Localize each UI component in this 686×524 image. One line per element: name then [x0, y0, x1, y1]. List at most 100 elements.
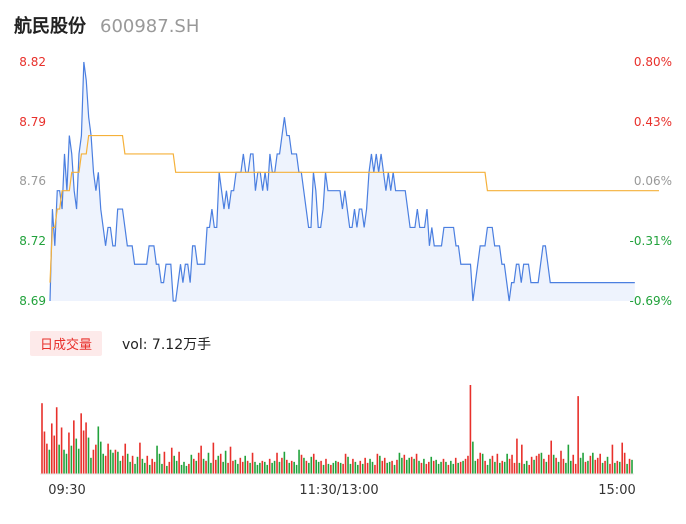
x-tick-label: 11:30/13:00	[299, 483, 378, 498]
volume-bar	[315, 459, 317, 474]
volume-bar	[219, 453, 222, 474]
volume-bar	[381, 460, 384, 474]
volume-bar	[472, 441, 474, 474]
volume-bar	[146, 455, 149, 474]
volume-bar	[263, 461, 266, 474]
volume-bar	[364, 457, 366, 474]
volume-bar	[523, 463, 526, 474]
header: 航民股份 600987.SH	[14, 12, 199, 40]
volume-bar	[611, 444, 614, 474]
volume-bar	[623, 452, 626, 474]
volume-bar	[121, 455, 124, 474]
volume-bar	[621, 442, 624, 474]
volume-bar	[401, 457, 403, 474]
daily-volume-tab[interactable]: 日成交量	[30, 331, 103, 356]
volume-bar	[557, 461, 560, 474]
volume-bar	[300, 454, 303, 474]
volume-bar	[178, 451, 180, 474]
volume-bar	[614, 462, 616, 475]
price-line	[49, 61, 635, 302]
volume-bar	[601, 462, 604, 475]
volume-bar	[249, 462, 251, 475]
volume-bar	[99, 441, 102, 474]
volume-bar	[511, 454, 513, 474]
volume-bar	[70, 445, 73, 474]
volume-bar	[454, 457, 457, 474]
volume-bar	[550, 440, 553, 475]
volume-bar	[579, 457, 582, 474]
volume-bar	[60, 427, 63, 474]
volume-bar	[119, 460, 122, 474]
volume-bar	[271, 462, 273, 475]
volume-bar	[202, 458, 205, 474]
volume-bar	[112, 452, 114, 474]
volume-bar	[320, 460, 322, 474]
volume-bar	[357, 464, 359, 474]
volume-bar	[141, 458, 144, 474]
volume-bar	[393, 464, 396, 474]
volume-bar	[195, 460, 198, 474]
volume-bar	[398, 452, 401, 474]
volume-bar	[170, 447, 173, 474]
volume-bar	[305, 460, 308, 474]
volume-bar	[388, 461, 391, 474]
volume-bar	[457, 462, 459, 475]
volume-bar	[200, 445, 202, 474]
volume-bar	[293, 461, 295, 474]
volume-bar	[46, 443, 48, 474]
pct-tick-label: 0.06%	[634, 174, 672, 188]
volume-bar	[251, 452, 254, 474]
volume-bar	[494, 461, 496, 474]
volume-bar	[528, 464, 530, 474]
volume-bar	[163, 451, 166, 474]
volume-bar	[403, 454, 406, 474]
volume-bar	[445, 461, 447, 474]
price-area-fill	[50, 62, 635, 301]
volume-bar	[227, 462, 229, 475]
volume-value: vol: 7.12万手	[122, 336, 212, 353]
volume-bar	[592, 452, 594, 474]
volume-bar	[144, 462, 146, 475]
volume-bar	[521, 444, 523, 474]
volume-bar	[259, 462, 261, 475]
volume-bar	[342, 463, 344, 474]
volume-bar	[210, 462, 212, 475]
volume-bar	[334, 460, 337, 474]
volume-bar	[361, 463, 364, 474]
volume-bar	[268, 458, 271, 474]
volume-bar	[565, 462, 567, 475]
volume-bar	[158, 453, 161, 474]
volume-bar	[391, 460, 393, 474]
x-tick-label: 09:30	[48, 483, 85, 498]
volume-bar	[63, 449, 65, 474]
volume-bar	[599, 453, 601, 474]
volume-bar	[126, 453, 129, 474]
volume-bar	[366, 462, 369, 475]
volume-bar	[241, 461, 244, 474]
stock-code: 600987.SH	[100, 16, 200, 37]
volume-bar	[386, 462, 388, 475]
volume-bar	[75, 438, 78, 474]
pct-tick-label: 0.43%	[634, 115, 672, 129]
volume-bar	[244, 455, 246, 474]
volume-bar	[239, 457, 242, 474]
volume-bar	[405, 459, 408, 474]
volume-bar	[552, 454, 555, 474]
volume-bar	[442, 458, 445, 474]
volume-bar	[594, 459, 597, 474]
volume-bar	[589, 455, 592, 474]
volume-bar	[437, 463, 440, 474]
volume-bar	[290, 460, 293, 474]
volume-bar	[432, 460, 435, 474]
volume-bar	[53, 435, 56, 474]
volume-bar	[491, 455, 494, 474]
volume-bar	[506, 453, 508, 474]
volume-bar	[114, 449, 117, 474]
volume-bar	[474, 460, 477, 474]
volume-bar	[330, 464, 332, 474]
volume-bar	[344, 453, 347, 474]
volume-bar	[410, 456, 413, 474]
volume-bar	[273, 460, 276, 474]
volume-bar	[156, 445, 158, 474]
volume-bar	[430, 456, 433, 474]
